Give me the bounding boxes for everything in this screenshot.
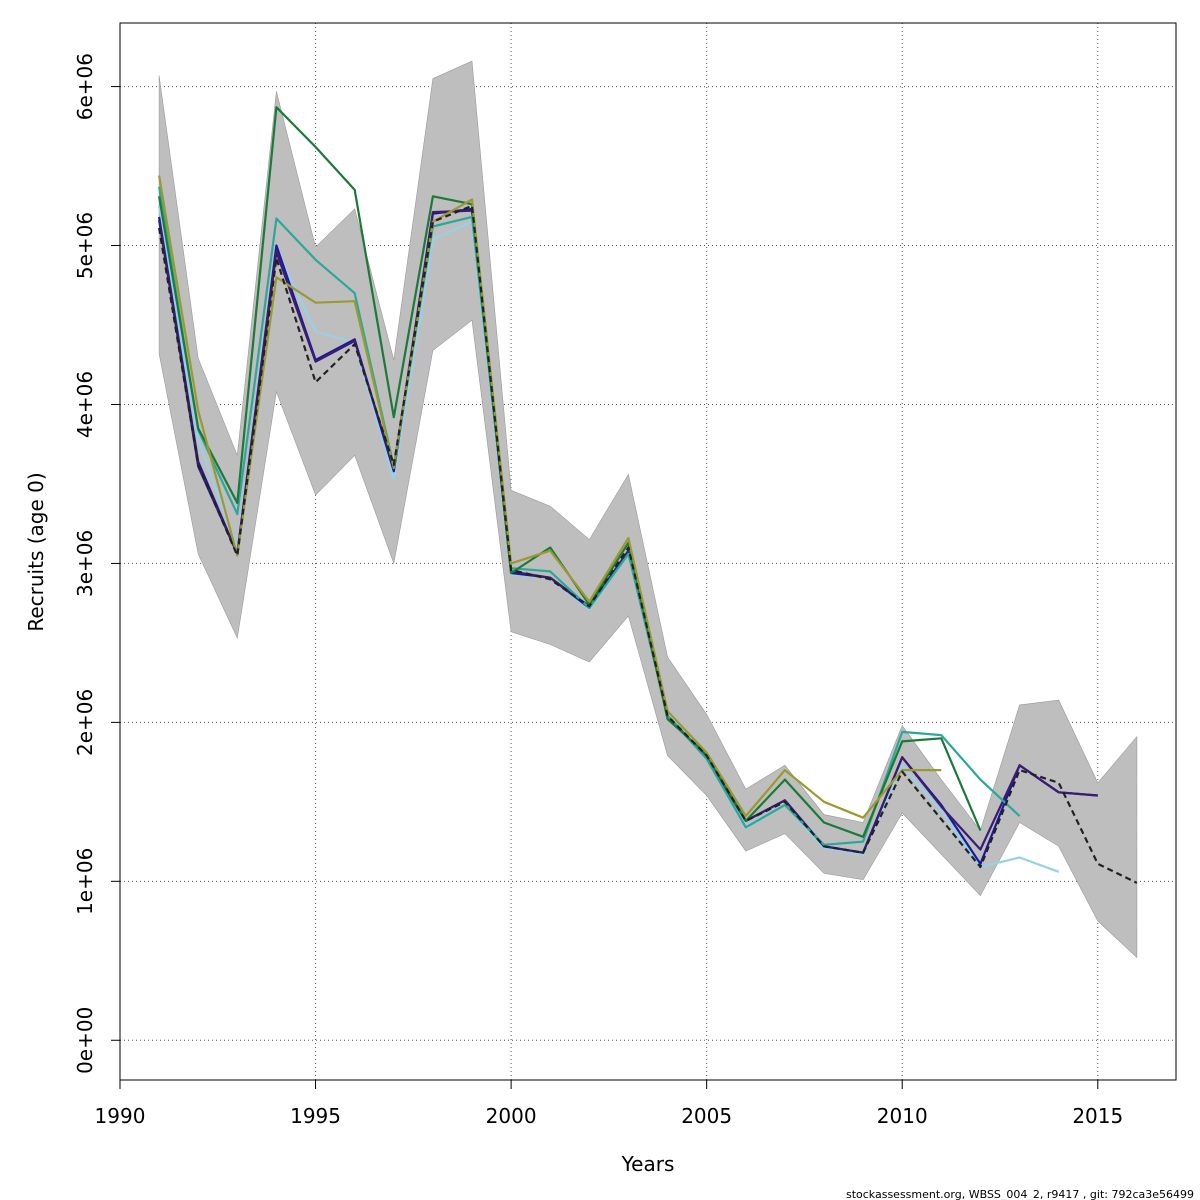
x-tick-label-2: 2000	[486, 1104, 537, 1128]
confidence-band	[158, 60, 1138, 959]
series-line-2	[158, 209, 1098, 854]
y-tick-label-6: 6e+06	[73, 53, 97, 120]
series-layer	[158, 106, 1138, 884]
y-axis: 0e+00 1e+06 2e+06 3e+06 4e+06 5e+06 6e+06	[73, 53, 121, 1074]
x-tick-label-1: 1995	[290, 1104, 341, 1128]
y-tick-label-4: 4e+06	[73, 371, 97, 438]
x-tick-label-5: 2015	[1072, 1104, 1123, 1128]
x-axis-title: Years	[621, 1152, 675, 1176]
x-tick-label-0: 1990	[95, 1104, 146, 1128]
x-tick-label-3: 2005	[681, 1104, 732, 1128]
series-line-6	[158, 204, 1138, 884]
x-axis: 1990 1995 2000 2005 2010 2015	[95, 1079, 1123, 1128]
y-tick-label-5: 5e+06	[73, 212, 97, 279]
footer-credit: stockassessment.org, WBSS_004_2, r9417 ,…	[846, 1188, 1194, 1200]
y-tick-label-1: 1e+06	[73, 848, 97, 915]
y-tick-label-3: 3e+06	[73, 530, 97, 597]
series-line-5	[158, 175, 942, 819]
x-tick-label-4: 2010	[877, 1104, 928, 1128]
confidence-band-layer	[158, 60, 1138, 959]
y-axis-title: Recruits (age 0)	[24, 472, 48, 631]
y-tick-label-2: 2e+06	[73, 689, 97, 756]
y-tick-label-0: 0e+00	[73, 1007, 97, 1074]
